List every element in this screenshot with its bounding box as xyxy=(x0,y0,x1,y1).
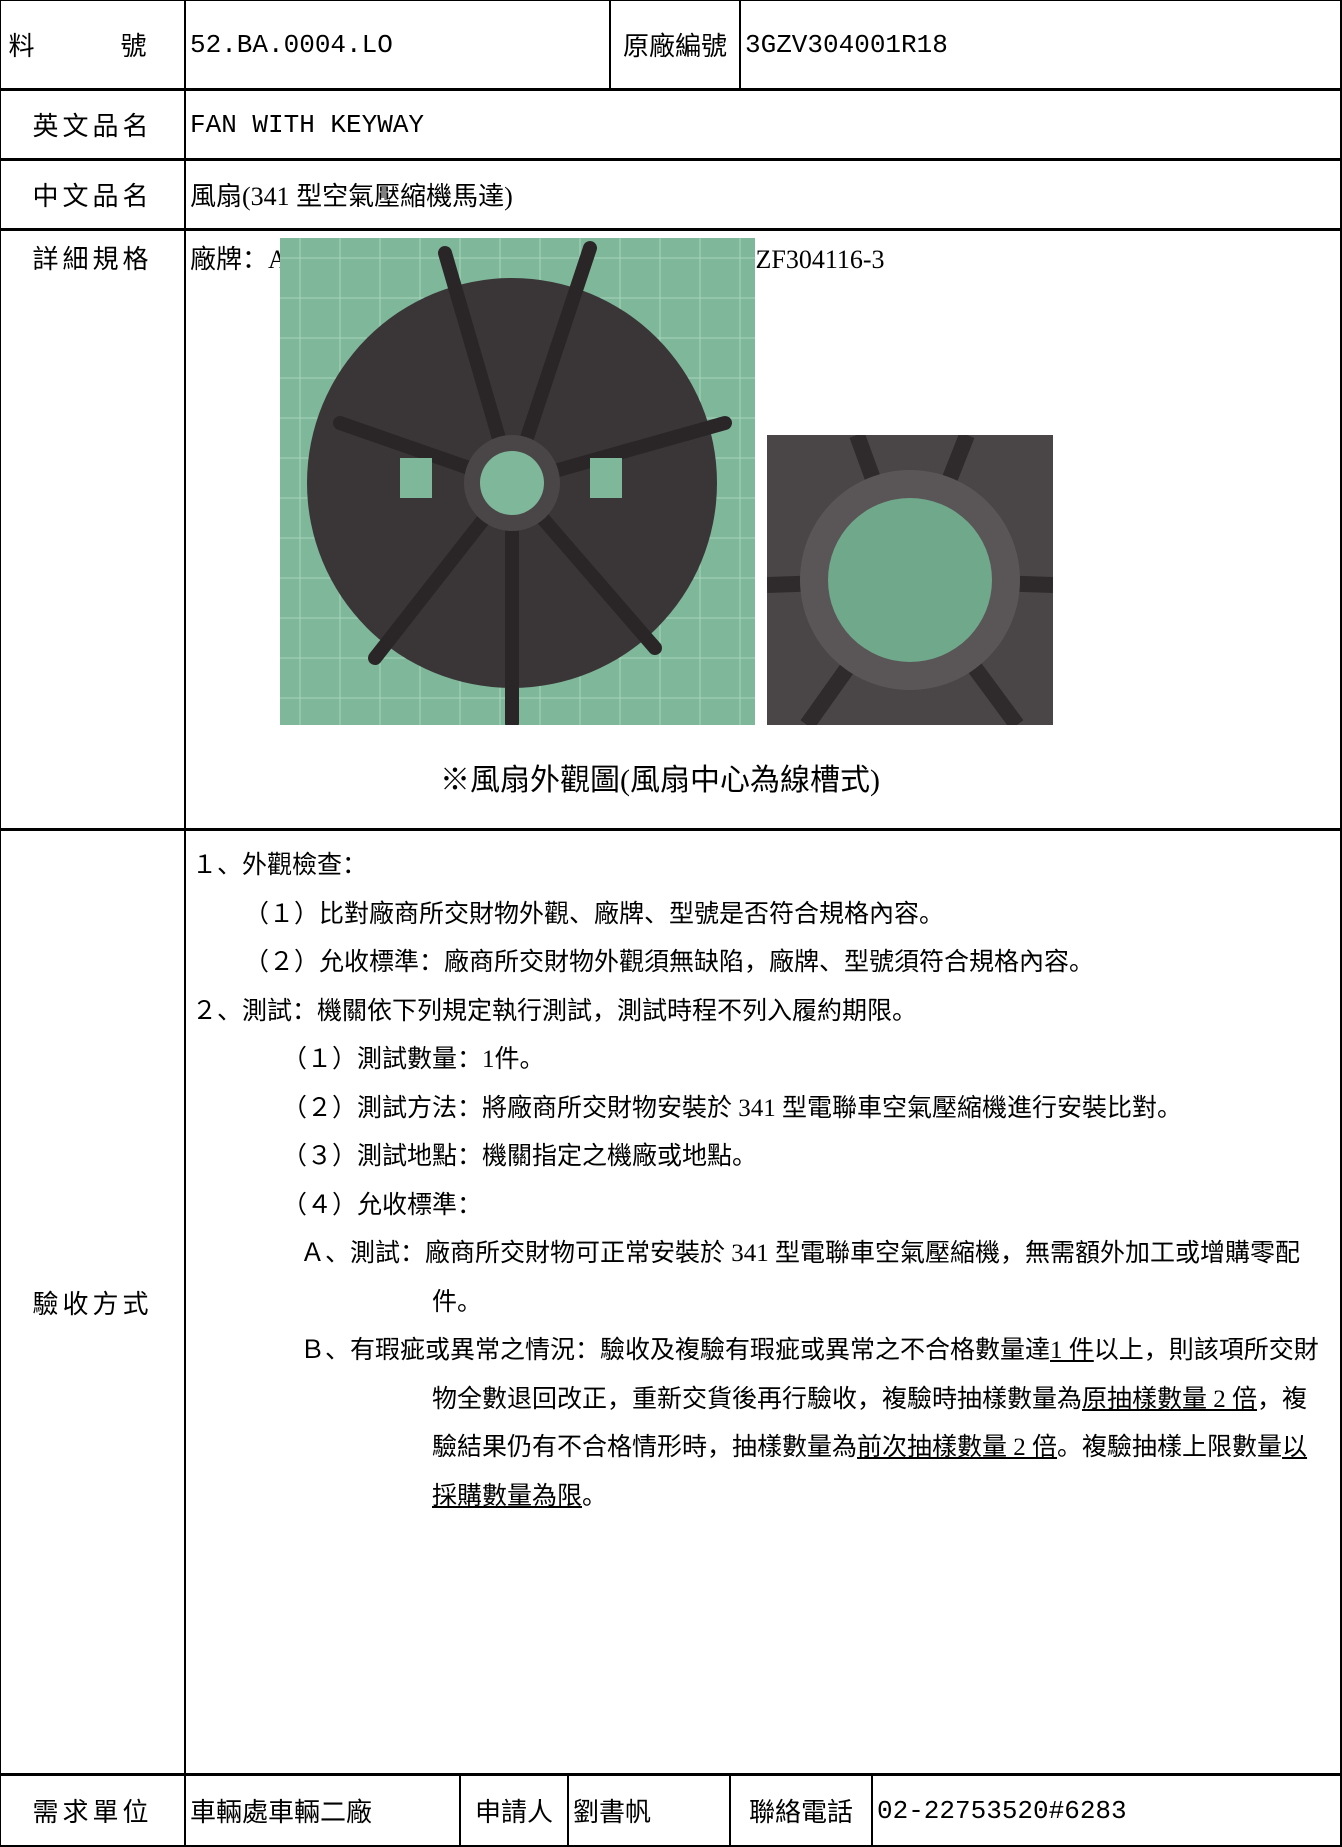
label: 詳細規格 xyxy=(0,229,186,830)
fan-photo xyxy=(280,238,755,725)
label: 需求單位 xyxy=(0,1774,186,1847)
value: 3GZV304001R18 xyxy=(739,0,1342,90)
value: 52.BA.0004.LO xyxy=(184,0,611,90)
text-segment: Ｂ、有瑕疵或異常之情況：驗收及複驗有瑕疵或異常之不合格數量達 xyxy=(300,1337,1051,1364)
acceptance-item-b: Ｂ、有瑕疵或異常之情況：驗收及複驗有瑕疵或異常之不合格數量達1 件以上，則該項所… xyxy=(192,1327,1332,1521)
text: 料 號 xyxy=(8,32,177,61)
text-segment: 前次抽樣數量 2 倍 xyxy=(857,1434,1058,1461)
acceptance-line: ２、測試：機關依下列規定執行測試，測試時程不列入履約期限。 xyxy=(192,997,918,1025)
value: 劉書帆 xyxy=(567,1774,731,1847)
label: 料 號 xyxy=(0,0,186,90)
acceptance-line: Ａ、測試：廠商所交財物可正常安裝於 341 型電聯車空氣壓縮機，無需額外加工或增… xyxy=(300,1240,1301,1316)
label: 中文品名 xyxy=(0,159,186,230)
text-segment: 。複驗抽樣上限數量 xyxy=(1057,1434,1283,1461)
fan-detail-photo xyxy=(767,435,1053,725)
acceptance-line: （２）允收標準：廠商所交財物外觀須無缺陷，廠牌、型號須符合規格內容。 xyxy=(244,949,1095,976)
acceptance-line: （１）比對廠商所交財物外觀、廠牌、型號是否符合規格內容。 xyxy=(244,900,945,928)
value: FAN WITH KEYWAY xyxy=(184,89,1342,160)
acceptance-line: （４）允收標準： xyxy=(282,1191,483,1219)
text-segment: 原抽樣數量 2 倍 xyxy=(1082,1385,1258,1413)
acceptance-line: （２）測試方法：將廠商所交財物安裝於 341 型電聯車空氣壓縮機進行安裝比對。 xyxy=(282,1094,1183,1122)
text-segment: 1 件 xyxy=(1050,1337,1094,1364)
label: 原廠編號 xyxy=(609,0,741,90)
acceptance-line: （３）測試地點：機關指定之機廠或地點。 xyxy=(282,1143,758,1170)
text-segment: 以採購數量為限 xyxy=(432,1434,1308,1510)
acceptance-text: １、外觀檢查： （１）比對廠商所交財物外觀、廠牌、型號是否符合規格內容。 （２）允收… xyxy=(192,842,1332,1521)
acceptance-line: （１）測試數量：1件。 xyxy=(282,1046,545,1073)
text-segment: 以上，則該項所交財物全數退回改正，重新交貨後再行驗收，複驗時抽樣數量為 xyxy=(432,1337,1319,1413)
label: 聯絡電話 xyxy=(729,1774,873,1847)
value: 02-22753520#6283 xyxy=(871,1774,1342,1847)
value: 風扇(341 型空氣壓縮機馬達) xyxy=(184,159,1342,230)
text-segment: ，複驗結果仍有不合格情形時，抽樣數量為 xyxy=(432,1385,1308,1462)
label: 申請人 xyxy=(459,1774,569,1847)
label: 英文品名 xyxy=(0,89,186,160)
label: 驗收方式 xyxy=(0,829,186,1775)
text-segment: 。 xyxy=(582,1482,608,1510)
acceptance-line: １、外觀檢查： xyxy=(192,852,368,879)
caption: ※風扇外觀圖(風扇中心為線槽式) xyxy=(440,764,880,797)
value: 車輛處車輛二廠 xyxy=(184,1774,461,1847)
